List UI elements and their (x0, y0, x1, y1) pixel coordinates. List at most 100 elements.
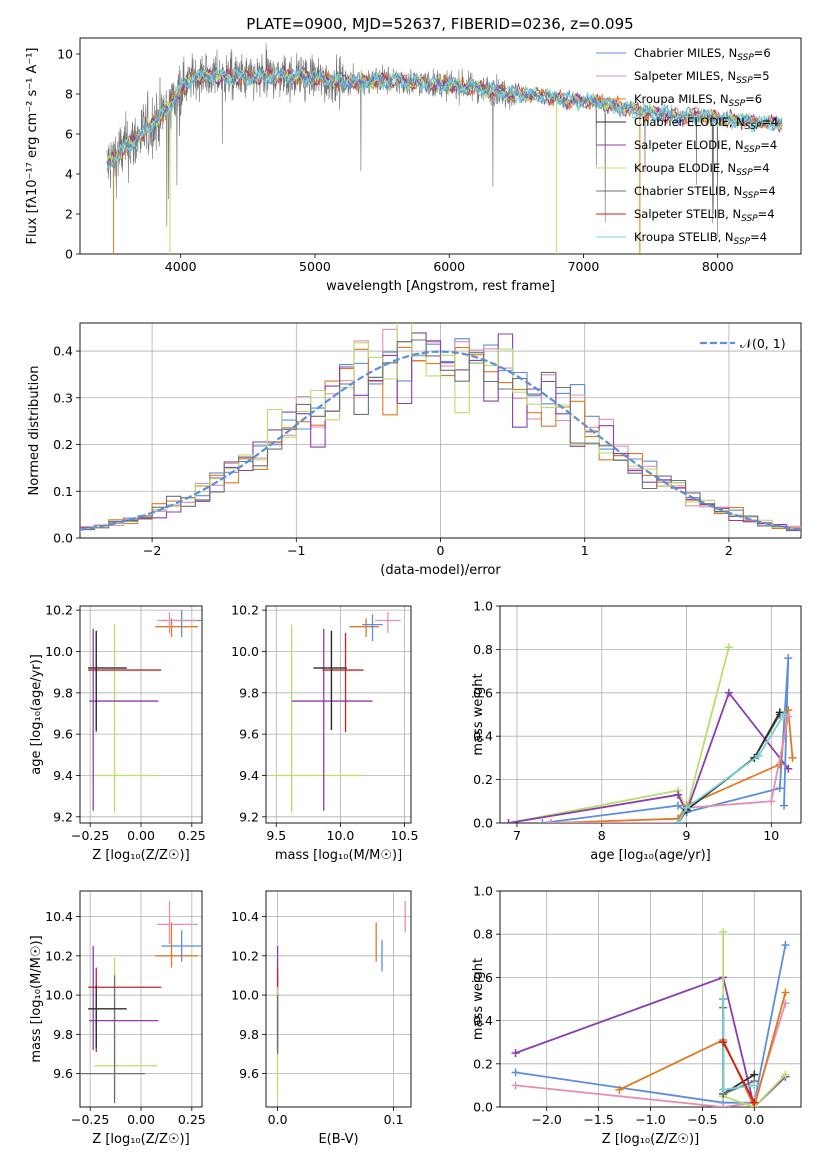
mass_vs_ebv-axes: 0.0 0.1 9.6 9.8 10.0 10.2 10.4 E(B-V) (231, 890, 412, 1147)
weight-marker (780, 710, 789, 719)
weight-marker (674, 801, 683, 810)
legend-sub: SSP (741, 214, 758, 224)
x-tick-label: 2 (725, 543, 733, 558)
weight-marker (767, 797, 776, 806)
mass_vs_ebv-points (276, 900, 406, 1100)
x-tick-label: 0.25 (178, 828, 206, 843)
y-tick-label: 0.1 (53, 484, 73, 499)
legend-sub: SSP (737, 53, 754, 63)
weight-marker (788, 753, 797, 762)
legend-suffix: =4 (758, 207, 775, 221)
y-tick-label: 1.0 (473, 599, 493, 614)
axes-frame (265, 605, 412, 824)
weight-marker (719, 995, 728, 1003)
legend-label: Kroupa MILES, NSSP=6 (634, 92, 762, 109)
legend-label: Salpeter MILES, NSSP=5 (634, 69, 770, 86)
legend-suffix: =4 (761, 115, 778, 129)
x-tick-label: 6000 (433, 259, 465, 274)
mass_vs_Z-points (80, 900, 202, 1104)
legend-sub: SSP (736, 168, 753, 178)
legend-suffix: =6 (745, 92, 762, 106)
x-tick-label: 0.00 (127, 828, 155, 843)
age_vs_mass-axes: 9.5 10.0 10.5 9.2 9.4 9.6 9.8 10.0 10.2 mass [log… (231, 603, 418, 863)
weight-marker (615, 1085, 624, 1094)
weight-line (508, 646, 730, 823)
weight-marker (719, 1103, 728, 1107)
age_vs_Z-points (88, 610, 202, 813)
y-tick-label: 0.6 (473, 685, 493, 700)
x-axis-label: mass [log₁₀(M/M☉)] (275, 848, 402, 863)
age_vs_Z-axes: −0.25 0.00 0.25 9.2 9.4 9.6 9.8 10.0 10.2 Z [log₁… (29, 603, 206, 863)
weight-marker (504, 819, 513, 823)
y-axis-label: mass weight (471, 958, 486, 1040)
x-tick-label: 0 (437, 543, 445, 558)
y-tick-label: 8 (65, 87, 73, 102)
x-tick-label: −1.0 (635, 1112, 665, 1127)
y-tick-label: 0.2 (53, 437, 73, 452)
y-axis-label: mass [log₁₀(M/M☉)] (29, 935, 44, 1062)
x-tick-label: −1 (287, 543, 305, 558)
x-tick-label: −2.0 (532, 1112, 562, 1127)
x-axis-label: Z [log₁₀(Z/Z☉)] (602, 1132, 699, 1147)
y-tick-label: 0.4 (473, 729, 493, 744)
legend-sub: SSP (744, 145, 761, 155)
weight-marker (750, 1098, 759, 1107)
residuals-axes: −2 −1 0 1 2 0.0 0.1 0.2 0.3 0.4 (data-model)/error… (27, 322, 802, 578)
weight-marker (511, 1081, 520, 1090)
weight-marker (719, 928, 728, 937)
weight-marker (775, 784, 784, 793)
legend-name: Kroupa MILES, N (634, 92, 729, 106)
y-tick-label: 10.0 (45, 988, 73, 1003)
legend-suffix: =4 (753, 161, 770, 175)
weight-marker (775, 708, 784, 717)
x-tick-label: −0.25 (71, 828, 109, 843)
legend-name: Salpeter ELODIE, N (634, 138, 744, 152)
y-tick-label: 9.6 (53, 1066, 73, 1081)
axes-frame (499, 890, 802, 1108)
x-tick-label: 4000 (165, 259, 197, 274)
y-tick-label: 9.6 (239, 727, 259, 742)
y-tick-label: 9.8 (239, 1027, 259, 1042)
x-tick-label: 8000 (702, 259, 734, 274)
y-axis-label: mass weight (471, 673, 486, 755)
legend-sub: SSP (734, 237, 751, 247)
weight-marker (674, 790, 683, 799)
weight-marker (682, 803, 691, 812)
axes-frame (265, 890, 412, 1108)
y-tick-label: 9.2 (53, 809, 73, 824)
x-axis-label: wavelength [Angstrom, rest frame] (326, 279, 555, 294)
weight-marker (724, 643, 733, 652)
mass_vs_Z-axes: −0.25 0.00 0.25 9.6 9.8 10.0 10.2 10.4 Z [log₁₀(… (29, 890, 206, 1147)
x-tick-label: −0.5 (687, 1112, 717, 1127)
y-tick-label: 9.6 (239, 1066, 259, 1081)
x-tick-label: 9.5 (266, 828, 286, 843)
y-tick-label: 0.4 (473, 1013, 493, 1028)
y-tick-label: 0.0 (473, 1100, 493, 1115)
normal-curve (80, 350, 801, 531)
weight-marker (754, 751, 763, 760)
y-tick-label: 10.0 (231, 988, 259, 1003)
axes-frame (79, 890, 203, 1108)
residual-histogram (80, 339, 801, 533)
weight-marker (784, 654, 793, 663)
y-tick-label: 10.2 (45, 603, 73, 618)
y-tick-label: 0.8 (473, 927, 493, 942)
y-tick-label: 9.4 (239, 768, 259, 783)
y-axis-label: Normed distribution (27, 366, 42, 496)
spectrum-lines (106, 43, 783, 254)
y-tick-label: 9.6 (53, 727, 73, 742)
y-tick-label: 10.2 (231, 603, 259, 618)
legend-suffix: =4 (760, 138, 777, 152)
y-tick-label: 10.4 (231, 909, 259, 924)
weight-marker (781, 988, 790, 997)
axes-frame (79, 322, 802, 539)
y-tick-label: 10.2 (231, 948, 259, 963)
weight-marker (724, 688, 733, 697)
x-tick-label: 7 (513, 828, 521, 843)
spectrum-model-line (106, 66, 783, 171)
legend-name: Kroupa ELODIE, N (634, 161, 736, 175)
x-tick-label: 9 (683, 828, 691, 843)
weight_vs_Z-axes: −2.0 −1.5 −1.0 −0.5 0.0 0.0 0.2 0.4 0.6 0.8 1.0 Z [… (471, 884, 802, 1147)
